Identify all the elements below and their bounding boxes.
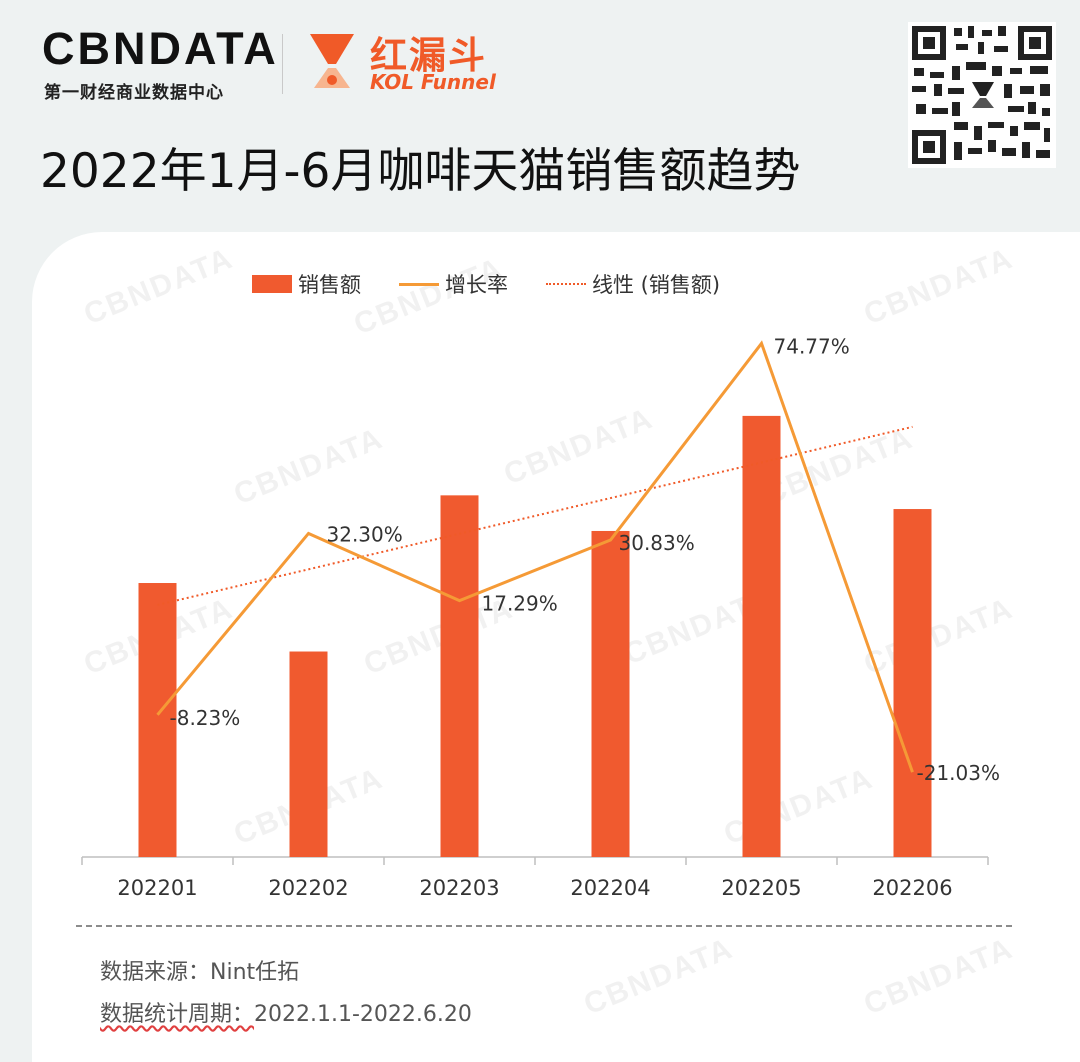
- growth-line: [156, 340, 914, 773]
- sales-bar: [138, 583, 177, 857]
- partner-name-cn: 红漏斗: [370, 34, 487, 77]
- legend-item-sales: 销售额: [252, 269, 361, 299]
- brand-logo: CBNDATA: [42, 23, 279, 74]
- legend-label-sales: 销售额: [298, 273, 361, 297]
- legend-swatch-line: [399, 282, 439, 286]
- footer-source-suffix: 任拓: [255, 960, 300, 985]
- footer-source-label: 数据来源：: [100, 960, 211, 985]
- growth-data-label: -21.03%: [917, 761, 1000, 785]
- footer-divider: [76, 925, 1012, 927]
- sales-bar: [893, 509, 932, 857]
- x-tick-label: 202206: [872, 876, 952, 900]
- growth-data-label: 32.30%: [327, 522, 403, 546]
- legend-item-growth: 增长率: [399, 269, 508, 299]
- sales-bar: [440, 495, 479, 857]
- x-tick-label: 202202: [268, 876, 348, 900]
- x-tick-label: 202201: [117, 876, 197, 900]
- growth-data-label: 30.83%: [619, 531, 695, 555]
- legend-item-trend: 线性 (销售额): [546, 269, 720, 299]
- funnel-logo-icon: [310, 34, 354, 88]
- footer-source: 数据来源：Nint任拓: [100, 954, 299, 986]
- x-tick-label: 202204: [570, 876, 650, 900]
- footer-source-prefix: Nint: [210, 960, 256, 985]
- sales-bar: [289, 651, 328, 857]
- sales-bar: [742, 415, 781, 857]
- brand-subtitle: 第一财经商业数据中心: [44, 83, 224, 103]
- legend-swatch-trend: [546, 283, 586, 285]
- chart-legend: 销售额 增长率 线性 (销售额): [252, 268, 758, 300]
- page-title: 2022年1月-6月咖啡天猫销售额趋势: [40, 144, 801, 199]
- footer-period-label: 数据统计周期：: [100, 1002, 255, 1027]
- legend-swatch-bar: [252, 275, 292, 293]
- growth-data-label: -8.23%: [170, 706, 241, 730]
- footer-period-value: 2022.1.1-2022.6.20: [254, 1002, 472, 1027]
- trend-line: [157, 425, 913, 606]
- logo-divider: [282, 34, 283, 94]
- footer-period: 数据统计周期：2022.1.1-2022.6.20: [100, 996, 472, 1028]
- growth-data-label: 74.77%: [774, 334, 850, 358]
- legend-label-growth: 增长率: [445, 273, 508, 297]
- legend-label-trend: 线性 (销售额): [592, 273, 721, 297]
- x-tick-label: 202205: [721, 876, 801, 900]
- x-tick-label: 202203: [419, 876, 499, 900]
- partner-name-en: KOL Funnel: [370, 70, 496, 94]
- growth-data-label: 17.29%: [482, 592, 558, 616]
- sales-bar: [591, 530, 630, 857]
- qr-code: [908, 22, 1056, 168]
